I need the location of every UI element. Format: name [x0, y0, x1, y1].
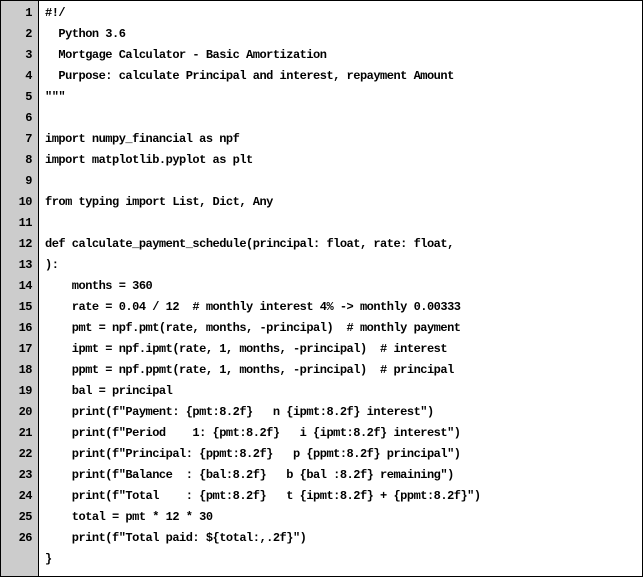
line-number: 12: [1, 234, 32, 255]
line-number-gutter: 1234567891011121314151617181920212223242…: [1, 1, 39, 576]
code-line[interactable]: ipmt = npf.ipmt(rate, 1, months, -princi…: [45, 339, 642, 360]
line-number: 22: [1, 444, 32, 465]
code-editor: 1234567891011121314151617181920212223242…: [1, 1, 642, 576]
code-line[interactable]: #!/: [45, 3, 642, 24]
line-number: 24: [1, 486, 32, 507]
code-line[interactable]: print(f"Principal: {ppmt:8.2f} p {ppmt:8…: [45, 444, 642, 465]
code-line[interactable]: Mortgage Calculator - Basic Amortization: [45, 45, 642, 66]
code-line[interactable]: ppmt = npf.ppmt(rate, 1, months, -princi…: [45, 360, 642, 381]
line-number: 10: [1, 192, 32, 213]
code-line[interactable]: rate = 0.04 / 12 # monthly interest 4% -…: [45, 297, 642, 318]
line-number: 14: [1, 276, 32, 297]
line-number: 15: [1, 297, 32, 318]
line-number: 1: [1, 3, 32, 24]
line-number: 13: [1, 255, 32, 276]
line-number: 16: [1, 318, 32, 339]
line-number: 9: [1, 171, 32, 192]
line-number: 26: [1, 528, 32, 549]
line-number: 20: [1, 402, 32, 423]
line-number: 2: [1, 24, 32, 45]
code-line[interactable]: total = pmt * 12 * 30: [45, 507, 642, 528]
line-number: 25: [1, 507, 32, 528]
code-line[interactable]: print(f"Balance : {bal:8.2f} b {bal :8.2…: [45, 465, 642, 486]
code-line[interactable]: [45, 171, 642, 192]
line-number: 4: [1, 66, 32, 87]
code-line[interactable]: bal = principal: [45, 381, 642, 402]
code-line[interactable]: Purpose: calculate Principal and interes…: [45, 66, 642, 87]
code-line[interactable]: print(f"Total paid: ${total:,.2f}"): [45, 528, 642, 549]
line-number: 18: [1, 360, 32, 381]
line-number: [1, 549, 32, 570]
code-line[interactable]: months = 360: [45, 276, 642, 297]
code-line[interactable]: print(f"Total : {pmt:8.2f} t {ipmt:8.2f}…: [45, 486, 642, 507]
code-line[interactable]: def calculate_payment_schedule(principal…: [45, 234, 642, 255]
code-line[interactable]: [45, 213, 642, 234]
code-line[interactable]: print(f"Period 1: {pmt:8.2f} i {ipmt:8.2…: [45, 423, 642, 444]
code-line[interactable]: [45, 108, 642, 129]
line-number: 8: [1, 150, 32, 171]
line-number: 11: [1, 213, 32, 234]
code-line[interactable]: print(f"Payment: {pmt:8.2f} n {ipmt:8.2f…: [45, 402, 642, 423]
line-number: 21: [1, 423, 32, 444]
code-line[interactable]: ):: [45, 255, 642, 276]
line-number: 6: [1, 108, 32, 129]
code-line[interactable]: Python 3.6: [45, 24, 642, 45]
code-line[interactable]: pmt = npf.pmt(rate, months, -principal) …: [45, 318, 642, 339]
line-number: 3: [1, 45, 32, 66]
line-number: 19: [1, 381, 32, 402]
code-line[interactable]: from typing import List, Dict, Any: [45, 192, 642, 213]
line-number: 23: [1, 465, 32, 486]
code-line[interactable]: """: [45, 87, 642, 108]
line-number: 17: [1, 339, 32, 360]
line-number: 5: [1, 87, 32, 108]
code-line[interactable]: import matplotlib.pyplot as plt: [45, 150, 642, 171]
code-line[interactable]: }: [45, 549, 642, 570]
code-area[interactable]: #!/ Python 3.6 Mortgage Calculator - Bas…: [39, 1, 642, 576]
code-line[interactable]: import numpy_financial as npf: [45, 129, 642, 150]
line-number: 7: [1, 129, 32, 150]
